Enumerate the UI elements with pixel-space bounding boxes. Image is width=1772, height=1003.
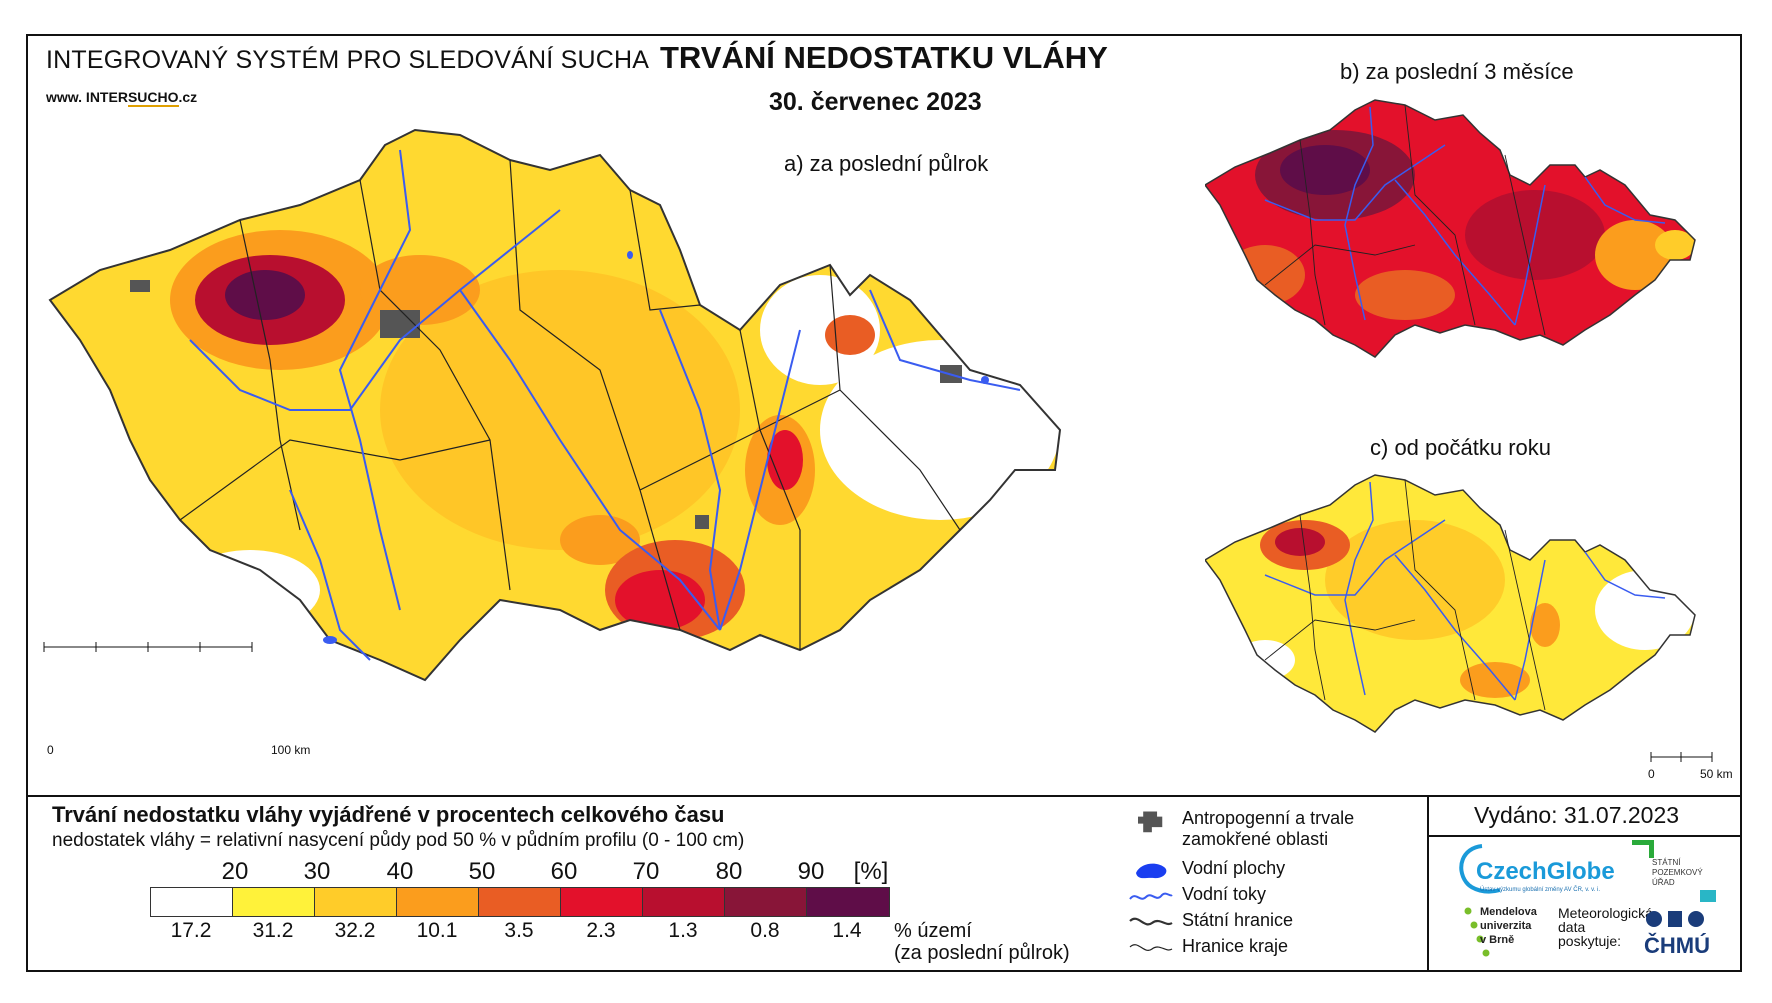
website-highlight: SUCHO (127, 89, 179, 107)
legend-share-line2: (za poslední půlrok) (894, 942, 1070, 964)
mendelu-logo-line: v Brně (1480, 934, 1515, 946)
chmu-logo: ČHMÚ (1644, 933, 1710, 958)
legend-value: 32.2 (334, 919, 376, 942)
czechglobe-logo-icon (1459, 844, 1501, 894)
map-a-drought-duration (43, 128, 1062, 682)
mendelu-logo-line: Mendelova (1480, 906, 1537, 918)
legend-swatch (233, 888, 315, 916)
map-c-scale-end: 50 km (1700, 767, 1733, 781)
legend-title: Trvání nedostatku vláhy vyjádřené v proc… (52, 802, 725, 827)
legend-value: 10.1 (416, 919, 458, 942)
legend-tick: 70 (632, 858, 660, 885)
legend-swatch (315, 888, 397, 916)
map-a-scale-bar (43, 642, 253, 652)
legend-tick: 90 (797, 858, 825, 885)
meteo-data-line: Meteorologická (1558, 905, 1653, 921)
spu-logo: STÁTNÍ POZEMKOVÝ ÚŘAD (1652, 858, 1703, 888)
meteo-data-line: data (1558, 919, 1586, 935)
symbol-label: Vodní plochy (1182, 858, 1286, 878)
chmu-logo-icon (1646, 911, 1704, 927)
legend-swatch (479, 888, 561, 916)
water-body-icon (1136, 863, 1167, 879)
mendelu-logo: Mendelova univerzita v Brně (1480, 905, 1537, 947)
symbol-label: Státní hranice (1182, 910, 1294, 930)
legend-tick: 20 (221, 858, 249, 885)
issued-divider (1427, 795, 1429, 972)
legend-unit: [%] (853, 858, 889, 885)
legend-swatch (397, 888, 479, 916)
spu-logo-line: ÚŘAD (1652, 878, 1675, 887)
map-c-drought-duration (1205, 474, 1713, 762)
anthropogenic-area-icon (1138, 811, 1163, 833)
legend-swatch (807, 888, 889, 916)
symbol-anthropogenic: Antropogenní a trvale zamokřené oblasti (1128, 808, 1354, 850)
symbol-region-border: Hranice kraje (1128, 936, 1288, 962)
spu-square-icon (1700, 890, 1716, 902)
map-b-drought-duration (1205, 99, 1696, 358)
state-border-icon (1129, 917, 1173, 926)
river-icon (1129, 892, 1173, 900)
legend-value: 0.8 (750, 919, 780, 942)
page-title: TRVÁNÍ NEDOSTATKU VLÁHY (660, 40, 1108, 75)
map-frame (26, 34, 1742, 972)
symbol-water-bodies: Vodní plochy (1128, 858, 1285, 884)
legend-share-line1: % území (894, 920, 972, 942)
website-prefix: www. INTER (46, 89, 128, 105)
legend-value: 1.4 (832, 919, 862, 942)
legend-swatch (643, 888, 725, 916)
map-date: 30. červenec 2023 (769, 88, 982, 116)
legend-tick: 50 (468, 858, 496, 885)
map-c-caption: c) od počátku roku (1370, 435, 1551, 460)
legend-value: 1.3 (668, 919, 698, 942)
legend-subtitle: nedostatek vláhy = relativní nasycení pů… (52, 830, 745, 851)
issued-date: Vydáno: 31.07.2023 (1474, 802, 1680, 828)
map-a-scale-end: 100 km (271, 743, 311, 757)
meteo-data-label: Meteorologická data poskytuje: (1558, 906, 1653, 948)
mendelu-dots-icon (1464, 907, 1490, 957)
map-c-scale-start: 0 (1648, 767, 1655, 781)
czechglobe-subtitle: Ústav výzkumu globální změny AV ČR, v. v… (1480, 887, 1601, 893)
symbol-label: Vodní toky (1182, 884, 1267, 904)
legend-value: 3.5 (504, 919, 534, 942)
legend-value: 31.2 (252, 919, 294, 942)
spu-logo-line: STÁTNÍ (1652, 858, 1681, 867)
symbol-label: Hranice kraje (1182, 936, 1289, 956)
symbol-label: Antropogenní a trvale (1182, 808, 1355, 828)
system-name: INTEGROVANÝ SYSTÉM PRO SLEDOVÁNÍ SUCHA (46, 46, 650, 74)
spu-logo-icon (1632, 840, 1654, 858)
legend-tick: 40 (386, 858, 414, 885)
legend-swatch (561, 888, 643, 916)
map-a-caption: a) za poslední půlrok (784, 151, 989, 176)
map-a-scale-start: 0 (47, 743, 54, 757)
legend-tick: 80 (715, 858, 743, 885)
website-suffix: .cz (178, 89, 198, 105)
logos-divider (1427, 835, 1742, 837)
legend-tick: 60 (550, 858, 578, 885)
legend-divider (26, 795, 1742, 797)
map-c-scale-bar (1650, 752, 1713, 762)
region-border-icon (1129, 944, 1173, 951)
legend-share-label: % území (za poslední půlrok) (894, 920, 1070, 964)
legend-tick: 30 (303, 858, 331, 885)
legend-swatch (151, 888, 233, 916)
czechglobe-logo: CzechGlobe (1476, 858, 1615, 885)
symbol-state-border: Státní hranice (1128, 910, 1293, 936)
legend-value: 2.3 (586, 919, 616, 942)
legend-value: 17.2 (170, 919, 212, 942)
legend-swatch (725, 888, 807, 916)
website: www. INTERSUCHO.cz (46, 89, 198, 107)
meteo-data-line: poskytuje: (1558, 933, 1622, 949)
mendelu-logo-line: univerzita (1480, 920, 1532, 932)
legend-color-bar (150, 887, 890, 917)
spu-logo-line: POZEMKOVÝ (1652, 868, 1703, 877)
map-b-caption: b) za poslední 3 měsíce (1340, 59, 1574, 84)
symbol-rivers: Vodní toky (1128, 884, 1266, 910)
symbol-label: zamokřené oblasti (1182, 829, 1329, 849)
